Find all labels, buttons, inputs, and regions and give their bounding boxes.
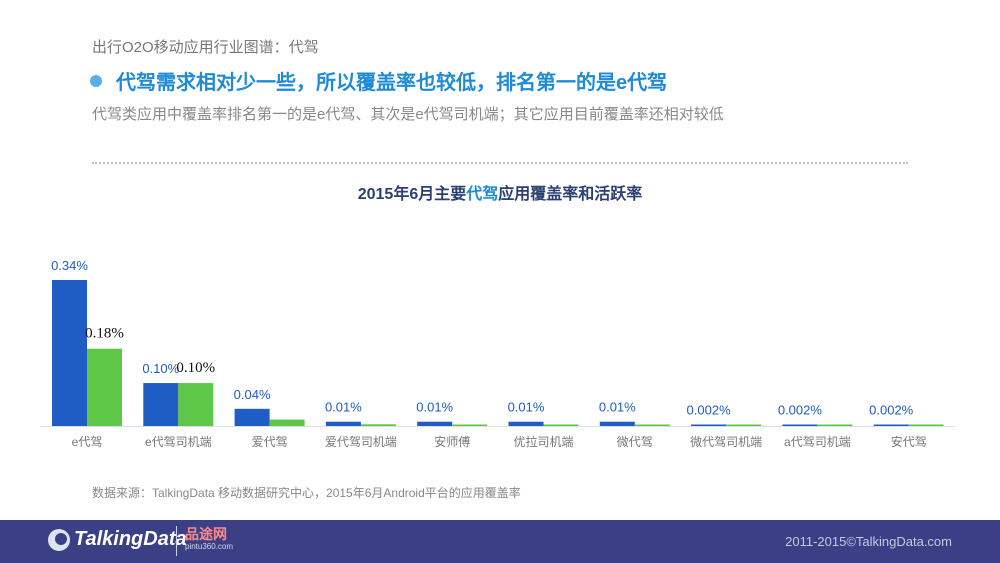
chart-title-prefix: 2015年6月主要 — [357, 186, 467, 203]
logo-text: TalkingData — [74, 528, 187, 550]
data-label: 0.002% — [869, 403, 914, 418]
data-source-note: 数据来源：TalkingData 移动数据研究中心，2015年6月Android… — [92, 486, 521, 500]
talkingdata-logo: TalkingData — [48, 528, 187, 551]
tick-label: 安代驾 — [891, 434, 927, 449]
tick-label: e代驾司机端 — [145, 435, 212, 449]
chart-title: 2015年6月主要代驾应用覆盖率和活跃率 — [0, 180, 1000, 204]
partner-name: 品途网 — [185, 526, 227, 542]
tick-label: 安师傅 — [434, 434, 470, 449]
bar-series2 — [87, 348, 122, 426]
tick-label: 优拉司机端 — [513, 434, 573, 449]
bar-series2 — [452, 424, 488, 426]
dotted-divider — [92, 162, 908, 164]
bar-series2 — [726, 424, 762, 426]
data-label: 0.01% — [508, 400, 545, 415]
data-label: 0.01% — [416, 400, 453, 415]
data-label: 0.002% — [687, 403, 732, 418]
data-label: 0.18% — [85, 326, 124, 342]
data-label: 0.10% — [176, 360, 215, 376]
bar-series1 — [599, 421, 635, 426]
tick-label: 爱代驾司机端 — [325, 435, 397, 449]
bar-series2 — [178, 383, 214, 426]
copyright: 2011-2015©TalkingData.com — [785, 534, 952, 549]
data-label: 0.10% — [142, 361, 179, 376]
bar-series1 — [52, 280, 87, 426]
page-headline: 代驾需求相对少一些，所以覆盖率也较低，排名第一的是e代驾 — [90, 66, 667, 95]
data-label: 0.34% — [51, 258, 88, 273]
data-label: 0.01% — [599, 400, 636, 415]
bar-series1 — [508, 421, 544, 426]
headline-text: 代驾需求相对少一些，所以覆盖率也较低，排名第一的是e代驾 — [116, 72, 668, 94]
bar-series1 — [782, 424, 818, 426]
coverage-bar-chart: 0.34% 0.18% e代驾 0.10%0.10% e代驾司机端 0.04% 爱代驾 0.0… — [40, 258, 955, 449]
bar-series1 — [234, 408, 270, 426]
partner-logo: 品途网 pintu360.com — [176, 526, 233, 556]
data-label: 0.04% — [234, 387, 271, 402]
bullet-icon — [90, 74, 102, 87]
tick-label: e代驾 — [72, 435, 103, 449]
tick-label: 爱代驾 — [252, 435, 288, 449]
tick-label: 微代驾司机端 — [690, 435, 762, 449]
page-subtitle: 代驾类应用中覆盖率排名第一的是e代驾、其次是e代驾司机端；其它应用目前覆盖率还相… — [92, 106, 724, 123]
bar-series1 — [873, 424, 909, 426]
bar-series2 — [269, 419, 305, 426]
chart-title-highlight: 代驾 — [466, 186, 499, 203]
breadcrumb: 出行O2O移动应用行业图谱：代驾 — [92, 39, 319, 56]
bar-series2 — [634, 424, 670, 426]
bar-series2 — [360, 424, 396, 426]
partner-url: pintu360.com — [185, 542, 234, 551]
bar-series1 — [143, 383, 179, 426]
bar-series1 — [691, 424, 727, 426]
chart-title-suffix: 应用覆盖率和活跃率 — [498, 186, 643, 203]
talkingdata-logo-icon — [48, 528, 70, 551]
footer-bar: TalkingData 品途网 pintu360.com 2011-2015©T… — [0, 520, 1000, 563]
tick-label: a代驾司机端 — [784, 435, 851, 449]
bar-series1 — [325, 421, 361, 426]
bar-series2 — [543, 424, 579, 426]
bar-series2 — [908, 424, 944, 426]
tick-label: 微代驾 — [617, 435, 653, 449]
bar-series1 — [417, 421, 453, 426]
bar-series2 — [817, 424, 853, 426]
data-label: 0.01% — [325, 400, 362, 415]
data-label: 0.002% — [778, 403, 823, 418]
